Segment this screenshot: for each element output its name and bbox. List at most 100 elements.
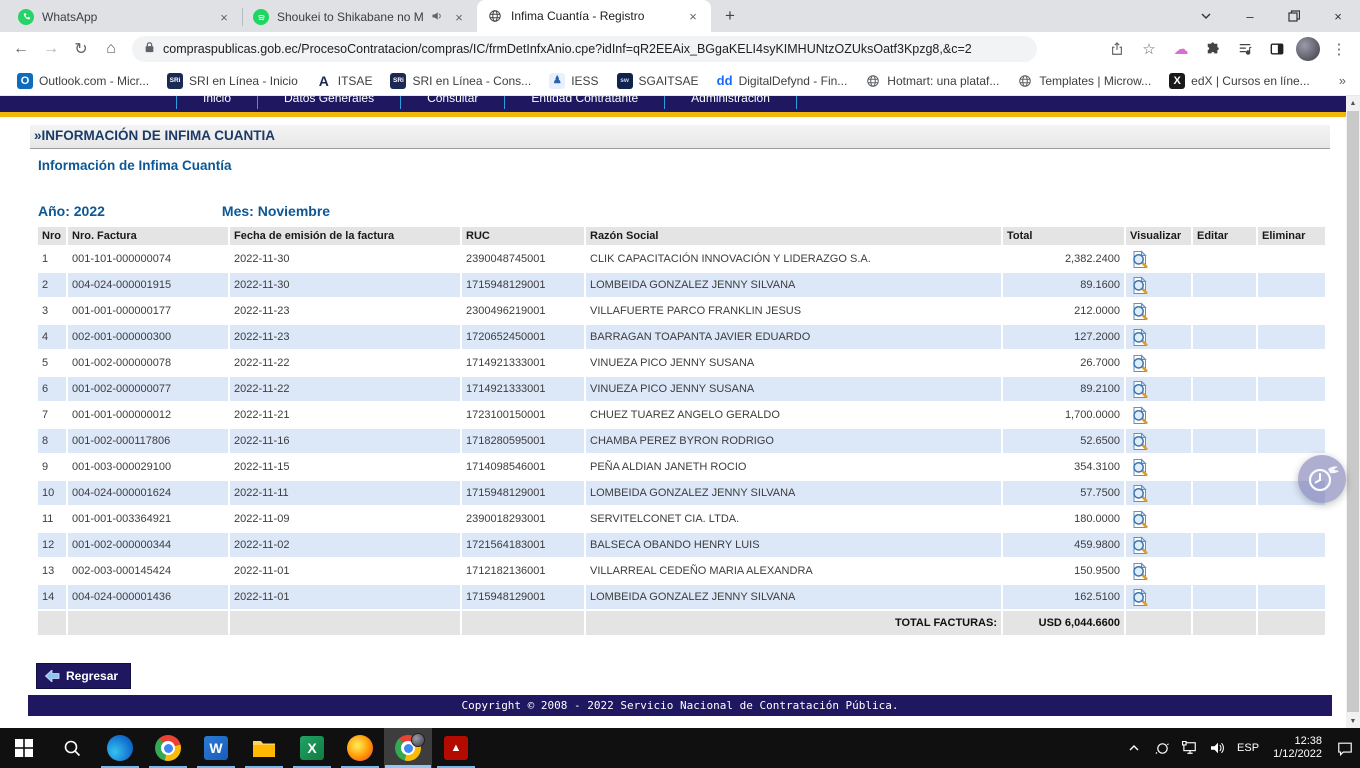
cell-eliminar xyxy=(1258,377,1325,401)
visualizar-icon[interactable] xyxy=(1126,351,1191,375)
taskbar-firefox[interactable] xyxy=(336,728,384,768)
tab-infima-cuantia-active[interactable]: Infima Cuantía - Registro × xyxy=(477,0,711,32)
scrollbar-thumb[interactable] xyxy=(1347,111,1359,712)
taskbar-chrome[interactable] xyxy=(144,728,192,768)
cell-editar xyxy=(1193,403,1256,427)
bookmark-sgaitsae[interactable]: sw SGAITSAE xyxy=(610,70,706,92)
tray-network-icon[interactable] xyxy=(1181,741,1199,755)
visualizar-icon[interactable] xyxy=(1126,533,1191,557)
bookmark-sri-inicio[interactable]: SRi SRI en Línea - Inicio xyxy=(160,70,305,92)
col-fecha: Fecha de emisión de la factura xyxy=(230,227,460,245)
bookmark-iess[interactable]: ♟ IESS xyxy=(542,70,605,92)
start-button[interactable] xyxy=(0,728,48,768)
globe-icon xyxy=(1017,73,1033,89)
extension-cloud-icon[interactable]: ☁ xyxy=(1173,41,1189,58)
cell-factura: 001-002-000000078 xyxy=(68,351,228,375)
clock[interactable]: 12:38 1/12/2022 xyxy=(1269,735,1326,761)
cell-nro: 1 xyxy=(38,247,66,271)
tab-audio-icon[interactable] xyxy=(431,10,443,25)
back-icon[interactable]: ← xyxy=(13,40,29,57)
visualizar-icon[interactable] xyxy=(1126,403,1191,427)
nav-inicio[interactable]: Inicio xyxy=(176,96,259,109)
visualizar-icon[interactable] xyxy=(1126,325,1191,349)
window-minimize-button[interactable]: – xyxy=(1246,8,1254,24)
system-tray: ESP 12:38 1/12/2022 xyxy=(1125,728,1360,768)
visualizar-icon[interactable] xyxy=(1126,455,1191,479)
visualizar-icon[interactable] xyxy=(1126,299,1191,323)
bookmarks-overflow-icon[interactable]: » xyxy=(1338,73,1346,88)
visualizar-icon[interactable] xyxy=(1126,247,1191,271)
taskbar-chrome-active[interactable] xyxy=(384,728,432,768)
visualizar-icon[interactable] xyxy=(1126,481,1191,505)
visualizar-icon[interactable] xyxy=(1126,377,1191,401)
breadcrumb: »INFORMACIÓN DE INFIMA CUANTIA xyxy=(30,125,1330,149)
tab-whatsapp[interactable]: WhatsApp × xyxy=(8,2,242,32)
visualizar-icon[interactable] xyxy=(1126,429,1191,453)
taskbar-acrobat[interactable]: ▲ xyxy=(432,728,480,768)
tab-spotify[interactable]: Shoukei to Shikabane no Mic × xyxy=(243,2,477,32)
tray-chevron-up-icon[interactable] xyxy=(1125,742,1143,754)
cell-nro: 4 xyxy=(38,325,66,349)
reload-icon[interactable]: ↻ xyxy=(74,41,88,58)
scroll-down-icon[interactable]: ▼ xyxy=(1349,717,1357,725)
cell-razon-social: BALSECA OBANDO HENRY LUIS xyxy=(586,533,1001,557)
bookmark-hotmart[interactable]: Hotmart: una plataf... xyxy=(858,70,1006,92)
profile-avatar[interactable] xyxy=(1296,37,1320,61)
window-close-button[interactable]: × xyxy=(1334,8,1342,24)
language-indicator[interactable]: ESP xyxy=(1237,742,1260,754)
cell-editar xyxy=(1193,351,1256,375)
nav-consultar[interactable]: Consultar xyxy=(401,96,506,109)
taskbar-excel[interactable]: X xyxy=(288,728,336,768)
visualizar-icon[interactable] xyxy=(1126,559,1191,583)
nav-datos-generales[interactable]: Datos Generales xyxy=(258,96,402,109)
cell-nro: 6 xyxy=(38,377,66,401)
chrome-menu-icon[interactable]: ⋮ xyxy=(1331,41,1347,58)
tab-search-chevron-icon[interactable] xyxy=(1184,0,1228,32)
tab-close-icon[interactable]: × xyxy=(220,9,228,25)
tab-close-icon[interactable]: × xyxy=(455,9,463,25)
taskbar-search-button[interactable] xyxy=(48,728,96,768)
cell-fecha: 2022-11-01 xyxy=(230,559,460,583)
tray-volume-icon[interactable] xyxy=(1209,741,1227,755)
taskbar-word[interactable]: W xyxy=(192,728,240,768)
cell-eliminar xyxy=(1258,403,1325,427)
cell-total: 459.9800 xyxy=(1003,533,1124,557)
visualizar-icon[interactable] xyxy=(1126,585,1191,609)
nav-administracion[interactable]: Administración xyxy=(665,96,797,109)
tray-sync-icon[interactable] xyxy=(1153,741,1171,756)
visualizar-icon[interactable] xyxy=(1126,507,1191,531)
tab-close-icon[interactable]: × xyxy=(689,8,697,24)
share-icon[interactable] xyxy=(1104,36,1130,62)
lock-icon[interactable] xyxy=(144,40,155,58)
address-bar[interactable]: compraspublicas.gob.ec/ProcesoContrataci… xyxy=(132,36,1037,62)
forward-icon[interactable]: → xyxy=(43,40,59,57)
taskbar-edge[interactable] xyxy=(96,728,144,768)
globe-icon xyxy=(865,73,881,89)
window-restore-button[interactable] xyxy=(1272,0,1316,32)
taskbar-file-explorer[interactable] xyxy=(240,728,288,768)
floating-clock-widget[interactable] xyxy=(1298,455,1346,503)
bookmark-templates[interactable]: Templates | Microw... xyxy=(1010,70,1158,92)
page-scrollbar[interactable]: ▲ ▼ xyxy=(1346,96,1360,728)
scroll-up-icon[interactable]: ▲ xyxy=(1349,99,1357,107)
bookmark-star-icon[interactable]: ☆ xyxy=(1142,41,1156,58)
extension-music-list-icon[interactable] xyxy=(1232,36,1258,62)
bookmark-itsae[interactable]: A ITSAE xyxy=(309,70,380,92)
bookmark-digitaldefynd[interactable]: dd DigitalDefynd - Fin... xyxy=(710,70,855,92)
tab-divider xyxy=(242,8,243,26)
cell-ruc: 2300496219001 xyxy=(462,299,584,323)
bookmark-outlook[interactable]: O Outlook.com - Micr... xyxy=(10,70,156,92)
nav-entidad-contratante[interactable]: Entidad Contratante xyxy=(505,96,666,109)
bookmark-sri-consultas[interactable]: SRi SRI en Línea - Cons... xyxy=(383,70,538,92)
bookmark-label: DigitalDefynd - Fin... xyxy=(738,73,848,88)
whatsapp-icon xyxy=(18,9,34,25)
new-tab-button[interactable]: + xyxy=(725,6,735,25)
extensions-puzzle-icon[interactable] xyxy=(1200,36,1226,62)
extension-sidebar-icon[interactable] xyxy=(1264,36,1290,62)
home-icon[interactable]: ⌂ xyxy=(106,40,116,57)
bookmark-label: Outlook.com - Micr... xyxy=(39,73,150,88)
regresar-button[interactable]: Regresar xyxy=(36,663,132,689)
action-center-icon[interactable] xyxy=(1336,741,1354,756)
visualizar-icon[interactable] xyxy=(1126,273,1191,297)
